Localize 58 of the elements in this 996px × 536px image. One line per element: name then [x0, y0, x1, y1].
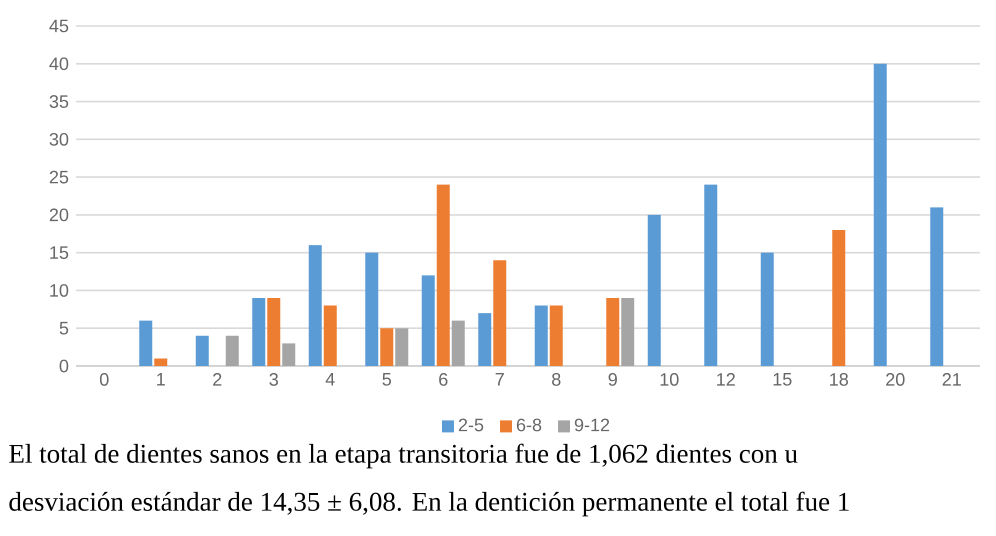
y-tick-label: 20	[50, 208, 68, 222]
x-tick-label: 6	[439, 373, 448, 386]
y-tick-label: 15	[50, 246, 68, 259]
x-tick-label: 21	[942, 373, 961, 386]
bar	[704, 184, 718, 366]
bar	[226, 336, 239, 366]
bar	[282, 343, 296, 366]
y-tick-label: 25	[50, 170, 68, 184]
text: desviación estándar de 14,35 ± 6,08. En la dentición permanente el total fue 1	[9, 492, 849, 516]
bar	[308, 245, 322, 366]
x-tick-label: 5	[382, 373, 392, 386]
bar	[648, 214, 661, 366]
bar	[832, 230, 846, 366]
y-tick-label: 35	[50, 95, 68, 108]
bar	[139, 320, 152, 366]
bar	[760, 252, 774, 366]
legend-label: 9-12	[574, 418, 610, 432]
x-tick-label: 9	[608, 373, 617, 386]
legend-label: 2-5	[458, 418, 484, 432]
bar	[874, 64, 887, 366]
x-tick-label: 1	[157, 373, 165, 386]
y-tick-label: 45	[49, 20, 68, 32]
bar	[452, 320, 465, 366]
x-tick-label: 12	[717, 373, 735, 386]
bar	[196, 336, 209, 366]
x-tick-label: 4	[326, 373, 335, 386]
y-tick-label: 0	[60, 360, 68, 372]
x-tick-label: 18	[830, 373, 848, 386]
bar	[606, 298, 620, 366]
legend-label: 6-8	[516, 418, 542, 432]
bar	[365, 252, 378, 366]
bar	[252, 298, 266, 366]
y-tick-label: 30	[50, 132, 68, 146]
x-tick-label: 10	[660, 373, 679, 386]
bar	[621, 298, 634, 366]
bar	[395, 328, 408, 366]
bar	[550, 306, 563, 366]
y-tick-label: 10	[50, 284, 68, 297]
bar	[380, 328, 394, 366]
bar	[267, 298, 280, 366]
bar	[493, 260, 506, 366]
x-tick-label: 2	[213, 373, 222, 386]
bar	[930, 207, 944, 366]
bar	[436, 184, 450, 366]
bar	[422, 275, 435, 366]
text: El total de dientes sanos en la etapa transitoria fue de 1,062 dientes con u	[9, 444, 798, 468]
y-tick-label: 40	[49, 57, 68, 70]
bar	[534, 306, 548, 366]
bar	[324, 306, 337, 366]
y-tick-label: 5	[60, 322, 68, 335]
x-tick-label: 3	[269, 373, 278, 386]
x-tick-label: 7	[496, 373, 504, 386]
x-tick-label: 8	[552, 373, 560, 386]
x-tick-label: 15	[774, 373, 792, 386]
bar	[154, 358, 168, 366]
bar	[478, 313, 492, 366]
x-tick-label: 0	[100, 373, 109, 386]
x-tick-label: 20	[886, 373, 905, 386]
